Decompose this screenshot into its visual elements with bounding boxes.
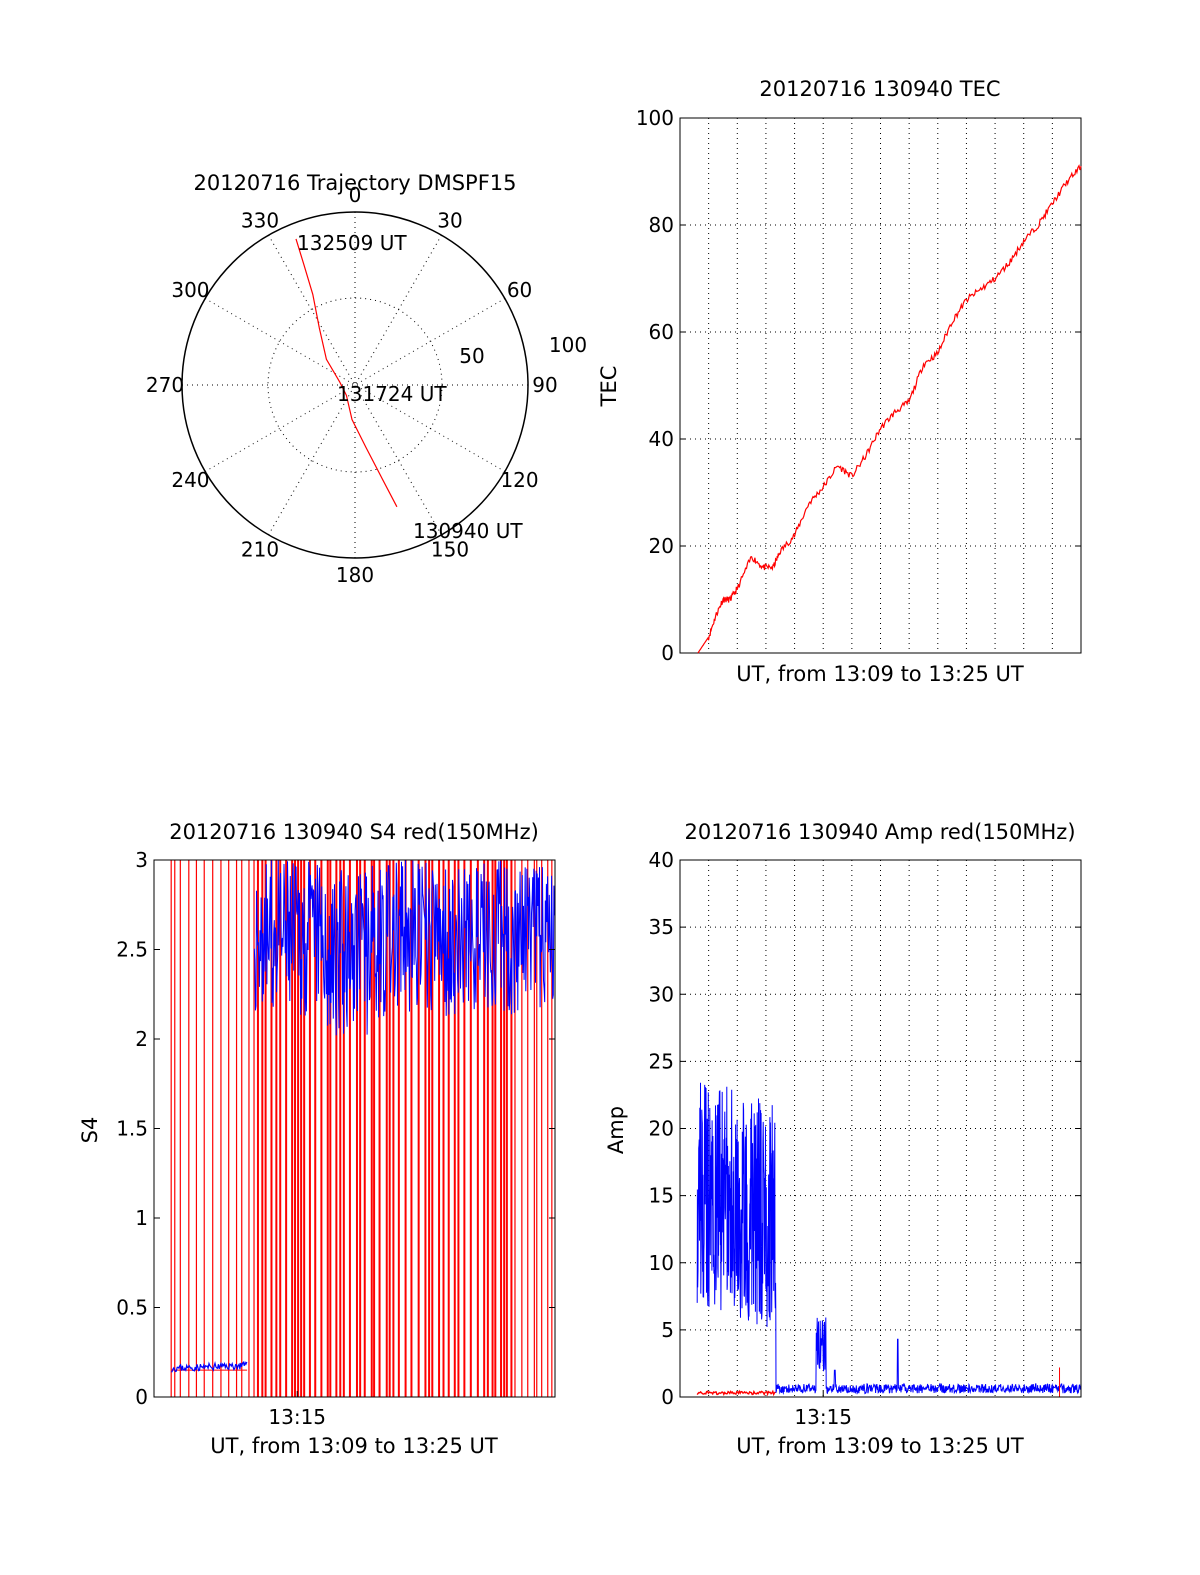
- amp-blue-line: [696, 1082, 1082, 1395]
- amp-panel: 20120716 130940 Amp red(150MHz) 0 5 10 15 20…: [604, 820, 1082, 1458]
- polar-angle-label: 300: [171, 278, 209, 302]
- y-tick-label: 5: [661, 1318, 674, 1342]
- y-tick-label: 2: [135, 1027, 148, 1051]
- polar-angle-label: 210: [241, 538, 279, 562]
- amp-x-ticks: 13:15: [794, 1391, 852, 1429]
- polar-annotation-mid: 131724 UT: [337, 382, 447, 406]
- x-tick-label: 13:15: [794, 1405, 852, 1429]
- trajectory-panel: 20120716 Trajectory DMSPF15 0 30 60 90 120 15…: [146, 171, 587, 587]
- tec-frame: [679, 117, 1082, 654]
- polar-angle-label: 240: [171, 468, 209, 492]
- y-tick-label: 0: [135, 1385, 148, 1409]
- s4-blue-dense: [253, 859, 555, 1036]
- amp-x-axis-label: UT, from 13:09 to 13:25 UT: [736, 1434, 1024, 1458]
- tec-x-axis-label: UT, from 13:09 to 13:25 UT: [736, 662, 1024, 686]
- polar-angle-label: 120: [500, 468, 538, 492]
- tec-title: 20120716 130940 TEC: [759, 77, 1000, 101]
- polar-angle-label: 60: [507, 278, 532, 302]
- polar-radius-label-50: 50: [459, 344, 484, 368]
- y-tick-label: 20: [649, 534, 674, 558]
- amp-red-line: [696, 1389, 776, 1397]
- amp-y-axis-label: Amp: [604, 1106, 628, 1154]
- s4-y-ticks: 0 0.5 1 1.5 2 2.5 3: [116, 848, 555, 1409]
- polar-angle-label: 180: [336, 563, 374, 587]
- polar-radius-label-100: 100: [549, 333, 587, 357]
- y-tick-label: 15: [649, 1184, 674, 1208]
- polar-angle-labels: 0 30 60 90 120 150 180 210 240 270 300 330: [146, 183, 558, 587]
- s4-title: 20120716 130940 S4 red(150MHz): [169, 820, 539, 844]
- y-tick-label: 20: [649, 1117, 674, 1141]
- amp-grid: [680, 860, 1081, 1397]
- polar-angle-label: 30: [437, 208, 462, 232]
- y-tick-label: 100: [636, 106, 674, 130]
- y-tick-label: 35: [649, 915, 674, 939]
- y-tick-label: 0: [661, 1385, 674, 1409]
- y-tick-label: 60: [649, 320, 674, 344]
- y-tick-label: 25: [649, 1049, 674, 1073]
- s4-x-axis-label: UT, from 13:09 to 13:25 UT: [210, 1434, 498, 1458]
- y-tick-label: 10: [649, 1251, 674, 1275]
- s4-x-ticks: 13:15: [268, 1391, 326, 1429]
- y-tick-label: 0: [661, 641, 674, 665]
- tec-y-ticks: 0 20 40 60 80 100: [636, 106, 1081, 665]
- amp-blue-series: [696, 1082, 1082, 1395]
- tec-y-axis-label: TEC: [597, 366, 621, 408]
- s4-panel: 20120716 130940 S4 red(150MHz) 0 0.5 1 1.5 2…: [78, 820, 556, 1458]
- y-tick-label: 0.5: [116, 1296, 148, 1320]
- y-tick-label: 1: [135, 1206, 148, 1230]
- y-tick-label: 30: [649, 982, 674, 1006]
- polar-angle-label: 150: [431, 538, 469, 562]
- s4-y-axis-label: S4: [78, 1117, 102, 1144]
- trajectory-title: 20120716 Trajectory DMSPF15: [193, 171, 516, 195]
- polar-angle-label: 0: [349, 183, 362, 207]
- tec-grid: [680, 118, 1081, 653]
- y-tick-label: 2.5: [116, 938, 148, 962]
- polar-trajectory-line: [295, 238, 398, 508]
- polar-angle-label: 90: [532, 373, 557, 397]
- y-tick-label: 40: [649, 848, 674, 872]
- polar-angle-label: 270: [146, 373, 184, 397]
- polar-annotation-start: 130940 UT: [413, 519, 523, 543]
- tec-panel: 20120716 130940 TEC 0 20 40 60 80 100 UT, fro…: [597, 77, 1082, 686]
- s4-red-series: [170, 860, 553, 1397]
- s4-blue-series: [171, 859, 555, 1373]
- polar-angle-label: 330: [241, 208, 279, 232]
- y-tick-label: 40: [649, 427, 674, 451]
- polar-annotation-end: 132509 UT: [297, 231, 407, 255]
- amp-title: 20120716 130940 Amp red(150MHz): [684, 820, 1075, 844]
- s4-blue-baseline: [171, 1360, 248, 1373]
- amp-y-ticks: 0 5 10 15 20 25 30 35 40: [649, 848, 1081, 1409]
- y-tick-label: 1.5: [116, 1117, 148, 1141]
- amp-red-series: [696, 1367, 1061, 1397]
- y-tick-label: 80: [649, 213, 674, 237]
- x-tick-label: 13:15: [268, 1405, 326, 1429]
- tec-series-line: [697, 164, 1082, 654]
- y-tick-label: 3: [135, 848, 148, 872]
